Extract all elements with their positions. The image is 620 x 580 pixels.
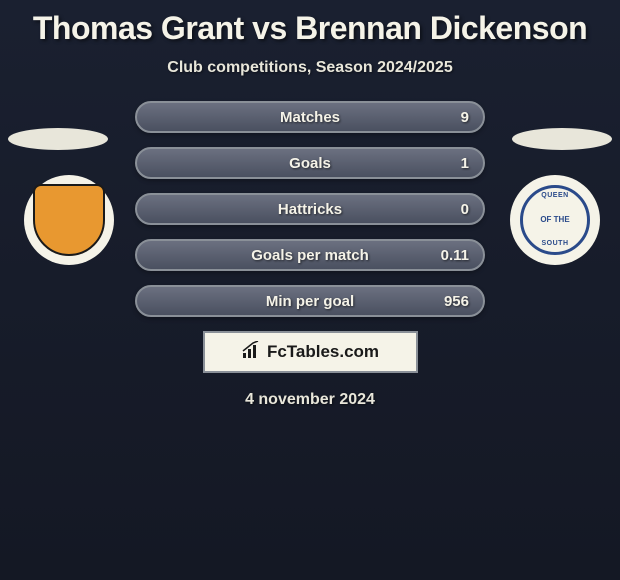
stat-label: Hattricks [278,201,342,218]
stat-row-matches: Matches 9 [135,101,485,133]
qos-roundel-icon: QUEEN OF THE SOUTH [520,185,590,255]
date-text: 4 november 2024 [0,391,620,409]
stat-value: 9 [461,109,469,126]
stat-label: Goals [289,155,331,172]
stat-value: 0.11 [441,247,469,264]
subtitle: Club competitions, Season 2024/2025 [0,59,620,77]
stats-container: Matches 9 Goals 1 Hattricks 0 Goals per … [135,101,485,317]
qos-badge-top-text: QUEEN [523,192,587,200]
stat-label: Goals per match [251,247,369,264]
right-player-oval [512,128,612,150]
chart-icon [241,341,263,364]
stat-value: 956 [444,293,469,310]
page-title: Thomas Grant vs Brennan Dickenson [0,0,620,47]
stat-label: Min per goal [266,293,354,310]
left-club-badge [24,175,114,265]
right-club-badge: QUEEN OF THE SOUTH [510,175,600,265]
stat-row-goals: Goals 1 [135,147,485,179]
stat-value: 1 [461,155,469,172]
left-player-oval [8,128,108,150]
stat-row-min-per-goal: Min per goal 956 [135,285,485,317]
stat-label: Matches [280,109,340,126]
stat-row-goals-per-match: Goals per match 0.11 [135,239,485,271]
branding-box: FcTables.com [203,331,418,373]
branding-text: FcTables.com [267,342,379,362]
stat-row-hattricks: Hattricks 0 [135,193,485,225]
stat-value: 0 [461,201,469,218]
qos-badge-center: OF THE [540,216,569,225]
alloa-shield-icon [33,184,105,256]
qos-badge-bottom-text: SOUTH [523,240,587,248]
